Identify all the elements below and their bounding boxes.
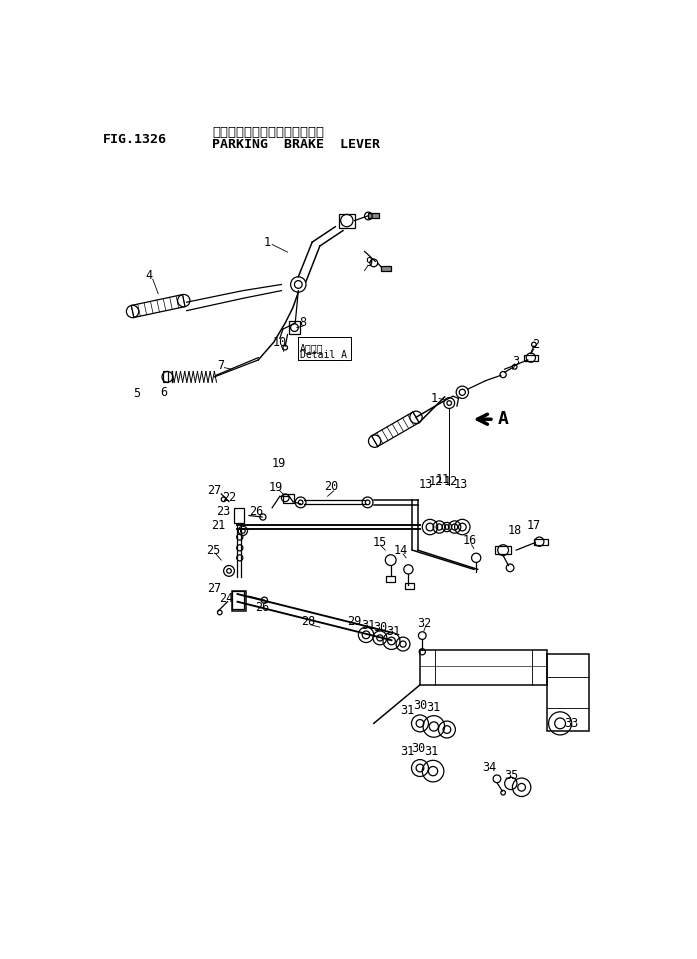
Text: 1: 1 <box>264 236 271 248</box>
Text: A: A <box>498 410 509 429</box>
Text: 26: 26 <box>255 601 269 615</box>
Bar <box>298 337 351 360</box>
Text: 30: 30 <box>373 621 387 635</box>
Text: 7: 7 <box>217 359 225 372</box>
Text: 31: 31 <box>386 625 400 639</box>
Text: 31: 31 <box>400 704 414 716</box>
Text: 18: 18 <box>507 525 522 537</box>
Text: Detail A: Detail A <box>300 350 347 361</box>
Text: 26: 26 <box>250 505 264 518</box>
Text: 4: 4 <box>146 269 153 282</box>
Text: 31: 31 <box>400 745 414 759</box>
Text: 3: 3 <box>513 355 520 368</box>
Text: 21: 21 <box>211 519 225 532</box>
Text: 34: 34 <box>482 760 496 774</box>
Bar <box>547 654 590 731</box>
Text: 19: 19 <box>272 457 286 471</box>
Bar <box>386 575 395 582</box>
Text: 9: 9 <box>365 256 372 269</box>
Text: 27: 27 <box>207 483 222 497</box>
Bar <box>163 371 168 383</box>
Text: 27: 27 <box>207 582 222 596</box>
Text: 12: 12 <box>428 475 443 488</box>
Bar <box>534 539 548 545</box>
Text: 24: 24 <box>219 592 233 605</box>
Text: 33: 33 <box>565 717 579 730</box>
Text: 20: 20 <box>324 480 339 494</box>
Text: 11: 11 <box>436 473 450 486</box>
Text: 6: 6 <box>160 386 167 399</box>
Text: 29: 29 <box>347 616 362 628</box>
Text: 30: 30 <box>413 699 427 713</box>
Bar <box>232 591 245 609</box>
Text: 1: 1 <box>430 392 438 405</box>
Text: 8: 8 <box>300 316 307 330</box>
Text: 12: 12 <box>444 475 458 488</box>
Bar <box>496 547 511 554</box>
Text: 28: 28 <box>301 616 316 628</box>
Text: FIG.1326: FIG.1326 <box>102 133 167 146</box>
Bar <box>339 214 355 227</box>
Text: 30: 30 <box>411 742 426 756</box>
Bar <box>232 591 246 611</box>
Text: 13: 13 <box>418 479 432 491</box>
Text: 31: 31 <box>424 745 438 759</box>
Text: 31: 31 <box>361 620 376 632</box>
Text: 25: 25 <box>206 544 221 556</box>
Bar <box>283 494 293 503</box>
Bar <box>404 583 414 589</box>
Bar <box>233 507 245 524</box>
Text: 35: 35 <box>504 769 518 783</box>
Text: A・・詳: A・・詳 <box>300 343 323 353</box>
Bar <box>298 337 351 360</box>
Text: 15: 15 <box>373 536 387 549</box>
Text: 5: 5 <box>133 387 140 400</box>
Text: 14: 14 <box>394 544 408 556</box>
Text: パーキング　ブレーキ　レバー: パーキング ブレーキ レバー <box>212 126 324 138</box>
Bar <box>381 266 391 271</box>
Text: 19: 19 <box>269 481 283 494</box>
Bar <box>369 213 379 219</box>
Bar <box>420 650 547 685</box>
Text: 32: 32 <box>417 617 431 630</box>
Text: 2: 2 <box>532 338 539 351</box>
Text: PARKING  BRAKE  LEVER: PARKING BRAKE LEVER <box>212 138 380 151</box>
Text: 10: 10 <box>273 336 287 349</box>
Bar <box>289 321 300 334</box>
Text: 23: 23 <box>217 505 231 518</box>
Text: 13: 13 <box>454 479 468 491</box>
Text: 31: 31 <box>426 701 441 714</box>
Bar <box>524 355 538 362</box>
Text: 17: 17 <box>527 519 541 532</box>
Text: 16: 16 <box>463 534 477 548</box>
Text: 22: 22 <box>222 491 236 504</box>
